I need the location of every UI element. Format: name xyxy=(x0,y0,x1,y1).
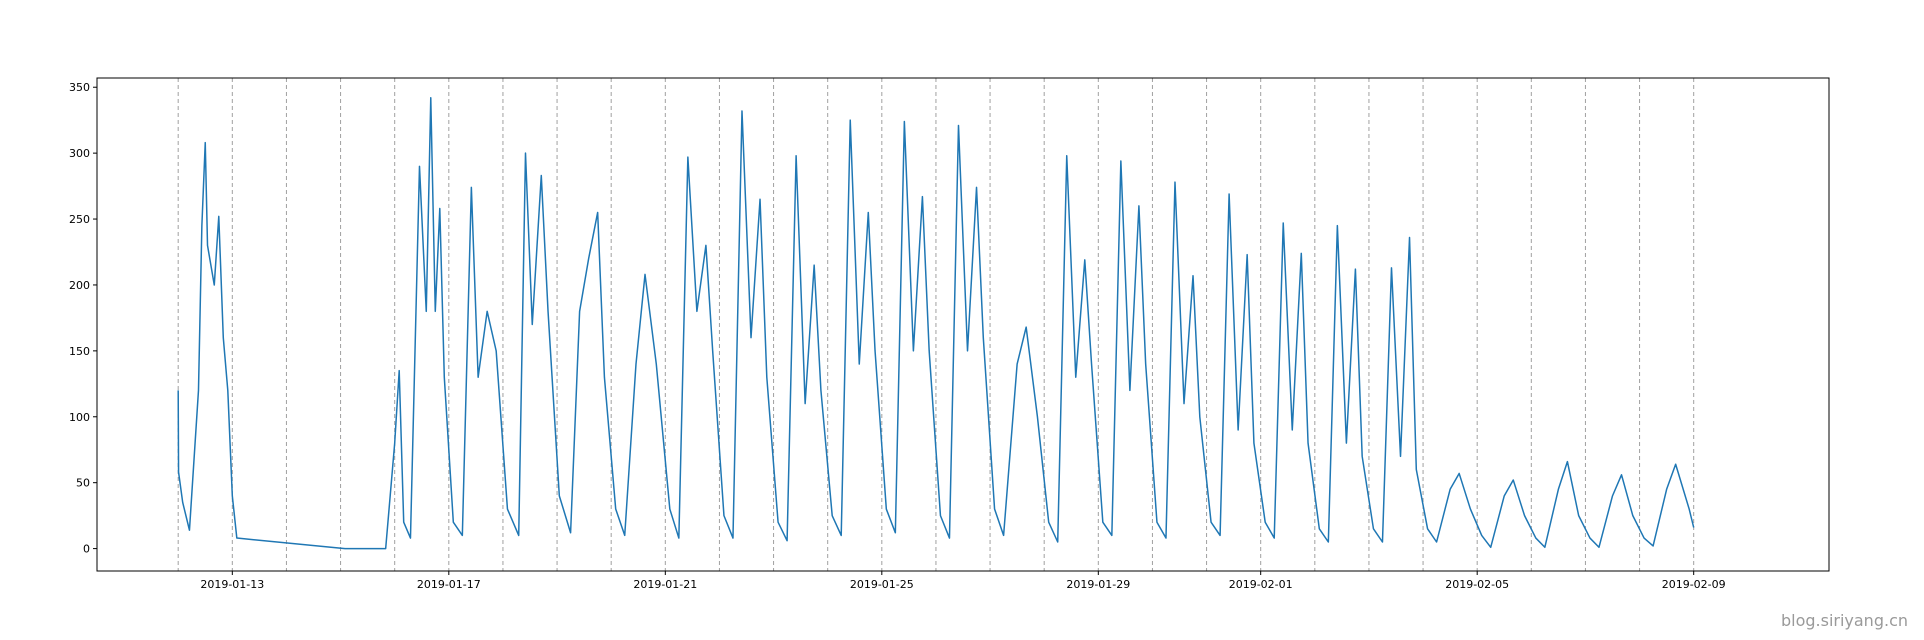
x-tick-label: 2019-01-13 xyxy=(200,578,264,591)
x-tick-label: 2019-01-25 xyxy=(850,578,914,591)
x-tick-label: 2019-01-21 xyxy=(633,578,697,591)
y-tick-label: 200 xyxy=(69,279,90,292)
series-line xyxy=(177,97,1695,550)
y-tick-label: 0 xyxy=(83,543,90,556)
x-tick-label: 2019-02-01 xyxy=(1229,578,1293,591)
y-tick-label: 50 xyxy=(76,477,90,490)
x-tick-label: 2019-01-17 xyxy=(417,578,481,591)
y-tick-label: 350 xyxy=(69,81,90,94)
watermark: blog.siriyang.cn xyxy=(1780,611,1908,630)
x-tick-label: 2019-02-09 xyxy=(1662,578,1726,591)
plot-frame xyxy=(96,77,1830,572)
y-tick-label: 100 xyxy=(69,411,90,424)
y-tick-label: 250 xyxy=(69,213,90,226)
x-tick-label: 2019-02-05 xyxy=(1445,578,1509,591)
x-tick-label: 2019-01-29 xyxy=(1066,578,1130,591)
y-tick-label: 150 xyxy=(69,345,90,358)
y-tick-label: 300 xyxy=(69,147,90,160)
